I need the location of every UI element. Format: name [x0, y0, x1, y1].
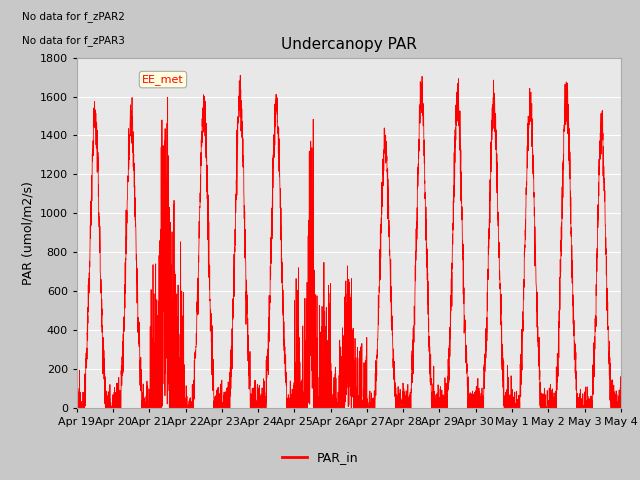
Text: EE_met: EE_met	[142, 74, 184, 85]
Legend: PAR_in: PAR_in	[276, 446, 364, 469]
Title: Undercanopy PAR: Undercanopy PAR	[281, 37, 417, 52]
Y-axis label: PAR (umol/m2/s): PAR (umol/m2/s)	[21, 181, 34, 285]
Text: No data for f_zPAR3: No data for f_zPAR3	[22, 36, 125, 47]
Text: No data for f_zPAR2: No data for f_zPAR2	[22, 11, 125, 22]
